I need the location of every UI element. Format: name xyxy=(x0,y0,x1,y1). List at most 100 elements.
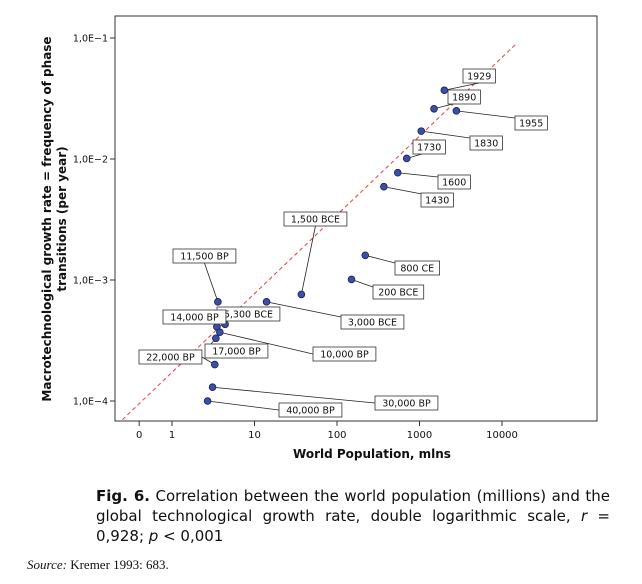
leader-line xyxy=(456,110,516,119)
point-label-text: 1,500 BCE xyxy=(291,215,340,226)
point-label: 1830 xyxy=(469,135,503,151)
leader-line xyxy=(212,386,376,404)
data-point xyxy=(216,328,224,337)
point-label-box xyxy=(340,314,405,330)
y-tick-label: 1,0E−1 xyxy=(73,34,108,45)
x-tick-label: 1000 xyxy=(407,430,432,441)
leader-line xyxy=(207,400,280,411)
point-label: 1430 xyxy=(420,192,454,208)
point-label-box xyxy=(437,174,471,190)
data-point xyxy=(380,182,388,191)
data-point xyxy=(440,86,449,95)
y-tick-label: 1,0E−3 xyxy=(73,276,108,287)
data-point xyxy=(393,168,402,177)
point-label-text: 22,000 BP xyxy=(146,353,195,364)
point-label: 1955 xyxy=(514,115,548,131)
leader-line xyxy=(204,262,219,302)
point-label-text: 30,000 BP xyxy=(382,399,431,410)
point-label-text: 1600 xyxy=(442,178,466,189)
source-label: Source: xyxy=(27,557,67,572)
point-label-box xyxy=(469,135,503,151)
leader-line xyxy=(444,82,480,91)
point-label-box xyxy=(162,309,227,325)
x-tick-label: 10000 xyxy=(486,430,518,441)
caption-r-value: = 0,928; xyxy=(96,507,610,545)
point-label-text: 5,300 BCE xyxy=(224,310,273,321)
data-point xyxy=(452,107,461,115)
point-label-text: 11,500 BP xyxy=(180,252,229,263)
scatter-chart: 1929 1890 1955 1830 1730 1600 1430 1,500 BCE 800… xyxy=(40,15,598,461)
point-label-box xyxy=(312,346,377,362)
source-text: Kremer 1993: 683. xyxy=(66,557,169,572)
point-label-text: 10,000 BP xyxy=(320,350,369,361)
point-label-text: 1830 xyxy=(474,139,498,150)
leader-line xyxy=(365,254,396,264)
data-point xyxy=(417,127,426,135)
point-label-text: 17,000 BP xyxy=(212,347,261,358)
point-label-text: 1929 xyxy=(467,72,491,83)
point-label-box xyxy=(204,343,269,359)
x-tick-label: 0 xyxy=(136,430,142,441)
point-label: 30,000 BP xyxy=(374,395,439,411)
point-label-box xyxy=(172,248,237,264)
point-label-text: 3,000 BCE xyxy=(348,318,397,329)
leader-line xyxy=(266,301,342,318)
point-label: 1,500 BCE xyxy=(283,211,348,227)
point-label-box xyxy=(394,260,440,276)
point-label: 40,000 BP xyxy=(278,402,343,418)
leader-line xyxy=(219,331,314,355)
data-point xyxy=(347,275,356,284)
source-note: Source: Kremer 1993: 683. xyxy=(27,557,169,573)
point-label-text: 1955 xyxy=(519,119,543,130)
point-label-text: 1890 xyxy=(452,93,476,104)
point-label-box xyxy=(138,349,203,365)
y-axis-title-line-2: transitions (per year) xyxy=(55,146,69,291)
x-axis-title: World Population, mlns xyxy=(293,447,451,461)
data-point xyxy=(402,154,411,163)
data-point xyxy=(361,251,370,260)
point-label-box xyxy=(283,211,348,227)
caption-r-symbol: r xyxy=(580,507,588,525)
data-point xyxy=(210,360,219,369)
point-label-text: 800 CE xyxy=(400,264,434,275)
point-label-box xyxy=(278,402,343,418)
data-point xyxy=(212,334,220,343)
point-label-box xyxy=(372,284,425,300)
x-tick-label: 10 xyxy=(248,430,261,441)
caption-p-value: < 0,001 xyxy=(158,527,224,545)
point-label: 14,000 BP xyxy=(162,309,227,325)
point-label-box xyxy=(462,68,496,84)
y-axis-title-line-1: Macrotechnological growth rate = frequen… xyxy=(40,36,54,401)
point-label: 22,000 BP xyxy=(138,349,203,365)
data-point xyxy=(208,383,217,392)
point-label: 200 BCE xyxy=(372,284,425,300)
leader-line xyxy=(421,130,471,139)
point-label-box xyxy=(514,115,548,131)
point-label-text: 1430 xyxy=(425,196,449,207)
point-label: 1730 xyxy=(412,139,446,155)
data-point xyxy=(214,298,222,306)
point-label: 17,000 BP xyxy=(204,343,269,359)
point-label: 3,000 BCE xyxy=(340,314,405,330)
x-tick-label: 100 xyxy=(327,430,346,441)
point-label-text: 14,000 BP xyxy=(170,313,219,324)
y-tick-label: 1,0E−2 xyxy=(73,155,108,166)
figure-caption: Fig. 6. Correlation between the world po… xyxy=(96,486,610,546)
point-label-text: 200 BCE xyxy=(378,288,418,299)
data-point xyxy=(262,298,271,306)
point-label: 5,300 BCE xyxy=(216,306,281,322)
data-point xyxy=(297,290,306,299)
point-label: 10,000 BP xyxy=(312,346,377,362)
point-label-box xyxy=(447,89,481,105)
data-point xyxy=(203,397,212,405)
point-label: 1890 xyxy=(447,89,481,105)
caption-text: Correlation between the world population… xyxy=(96,487,610,525)
point-label: 800 CE xyxy=(394,260,440,276)
leader-line xyxy=(300,225,316,295)
point-label-text: 40,000 BP xyxy=(286,406,335,417)
figure-label: Fig. 6. xyxy=(96,487,150,505)
point-label-text: 1730 xyxy=(417,143,441,154)
y-tick-label: 1,0E−4 xyxy=(73,397,108,408)
point-label-box xyxy=(420,192,454,208)
point-label: 1929 xyxy=(462,68,496,84)
